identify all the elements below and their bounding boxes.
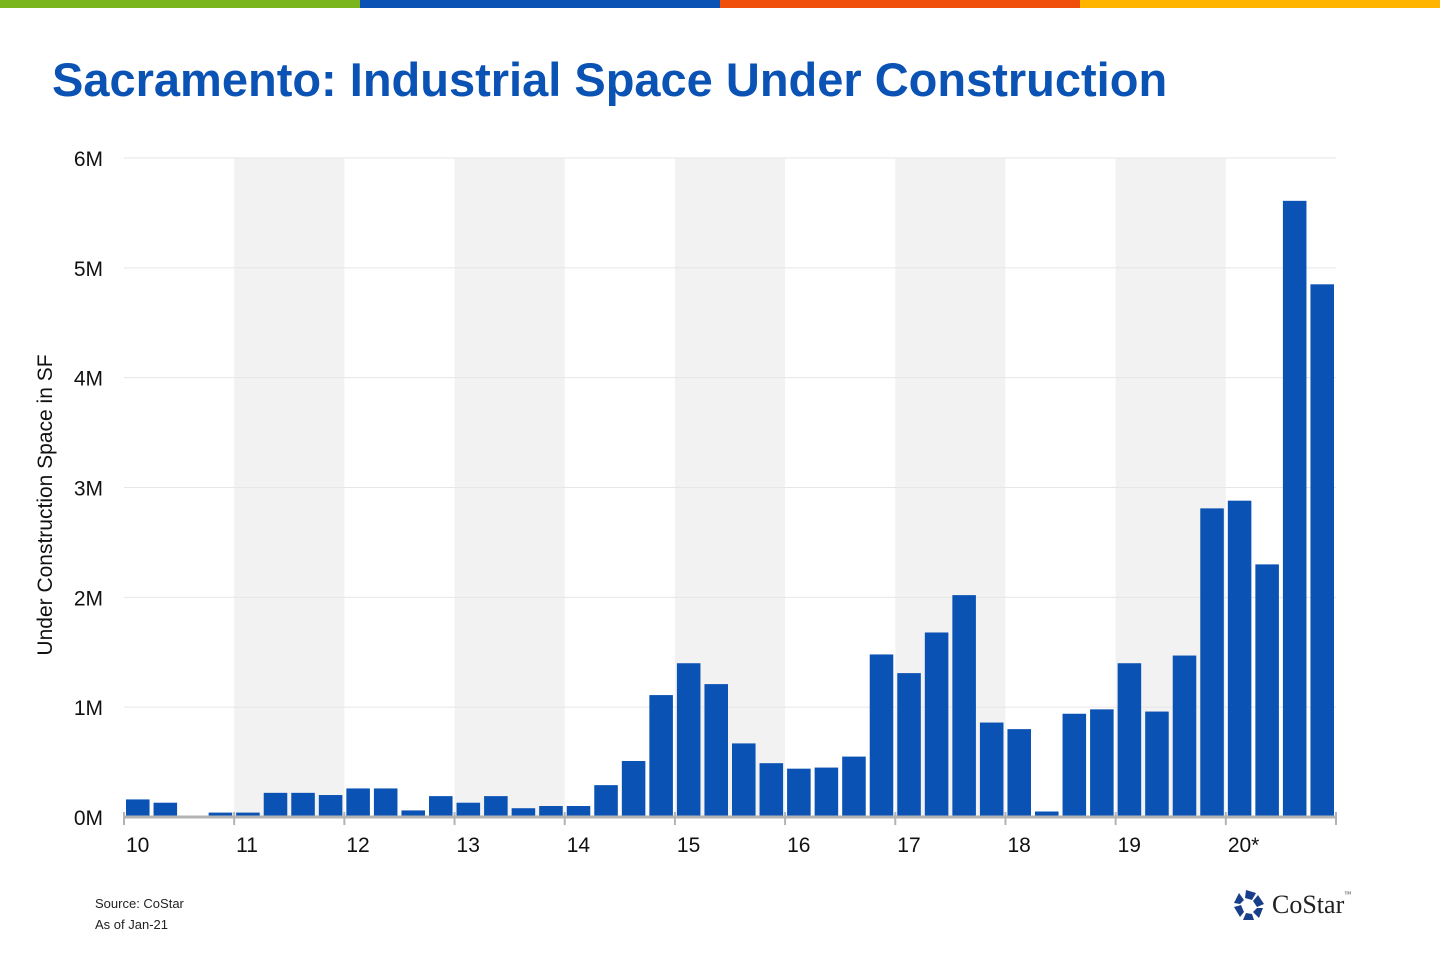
bar — [1007, 729, 1031, 817]
bar — [759, 763, 784, 817]
color-stripe-green — [0, 0, 360, 8]
bar — [1172, 655, 1197, 817]
chart-title: Sacramento: Industrial Space Under Const… — [52, 53, 1168, 106]
bar — [153, 802, 178, 817]
bar — [1282, 200, 1307, 817]
bar — [511, 808, 536, 817]
bar — [456, 802, 481, 817]
source-note: Source: CoStar — [95, 896, 184, 911]
bar — [373, 788, 398, 817]
bar — [236, 812, 260, 817]
bar — [1227, 500, 1252, 817]
bar — [566, 806, 591, 817]
bar — [1200, 508, 1224, 817]
y-tick-label: 2M — [74, 587, 103, 610]
x-tick-label: 14 — [567, 834, 591, 857]
bar — [126, 799, 150, 817]
x-tick-label: 10 — [126, 834, 149, 857]
bar — [842, 756, 866, 817]
bar — [676, 663, 701, 817]
logo-text: CoStar™ — [1272, 890, 1352, 919]
y-tick-label: 3M — [74, 478, 103, 501]
bar — [814, 767, 839, 817]
bar — [732, 743, 756, 817]
bar — [208, 812, 233, 817]
bar — [787, 768, 811, 817]
x-tick-label: 15 — [677, 834, 700, 857]
bar — [594, 785, 618, 817]
bar — [1310, 284, 1334, 817]
y-tick-label: 6M — [74, 148, 103, 171]
bar — [924, 632, 949, 817]
y-tick-label: 5M — [74, 258, 103, 281]
x-tick-label: 11 — [236, 834, 258, 857]
costar-star-icon — [1234, 890, 1264, 920]
x-tick-label: 20* — [1228, 834, 1260, 857]
bar — [1035, 811, 1059, 817]
x-tick-label: 16 — [787, 834, 810, 857]
bar — [484, 796, 508, 817]
bar — [952, 595, 976, 817]
bar — [1145, 711, 1169, 817]
top-color-bar — [0, 0, 1440, 8]
y-tick-label: 0M — [74, 807, 103, 830]
bar — [621, 760, 646, 817]
bar — [1090, 709, 1114, 817]
bar — [649, 695, 673, 817]
bar — [539, 806, 563, 817]
costar-logo: CoStar™ — [1232, 888, 1351, 922]
y-tick-label: 4M — [74, 368, 103, 391]
bar — [979, 722, 1004, 817]
bar — [346, 788, 370, 817]
color-stripe-yellow — [1080, 0, 1440, 8]
bar — [401, 810, 425, 817]
x-tick-label: 13 — [457, 834, 480, 857]
bar — [263, 792, 288, 817]
y-tick-label: 1M — [74, 697, 103, 720]
bar — [897, 673, 921, 817]
bar — [318, 795, 343, 817]
color-stripe-blue — [360, 0, 720, 8]
as-of-note: As of Jan-21 — [95, 917, 168, 932]
x-tick-label: 17 — [897, 834, 920, 857]
bar — [1062, 713, 1087, 817]
bar — [291, 792, 315, 817]
color-stripe-orange — [720, 0, 1080, 8]
bar — [429, 796, 453, 817]
bar — [1117, 663, 1142, 817]
y-axis-label: Under Construction Space in SF — [34, 354, 57, 655]
x-tick-label: 18 — [1007, 834, 1030, 857]
bar — [1255, 564, 1279, 817]
x-tick-label: 19 — [1118, 834, 1141, 857]
bar — [704, 684, 728, 817]
bar — [869, 654, 894, 817]
x-tick-label: 12 — [346, 834, 369, 857]
